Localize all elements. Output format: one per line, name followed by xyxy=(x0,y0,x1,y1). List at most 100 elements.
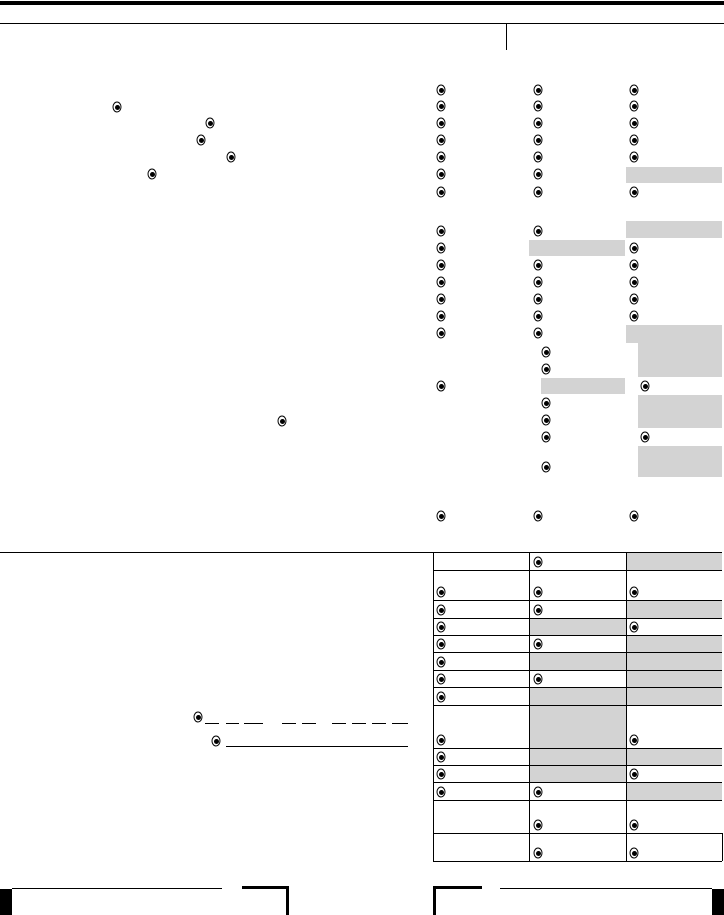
header-divider xyxy=(0,23,724,24)
radio-button[interactable] xyxy=(533,556,543,568)
radio-button[interactable] xyxy=(436,673,446,685)
radio-button[interactable] xyxy=(436,638,446,650)
table-row-line xyxy=(433,670,722,671)
radio-button[interactable] xyxy=(436,310,446,322)
radio-button[interactable] xyxy=(533,327,543,339)
radio-button[interactable] xyxy=(436,586,446,598)
radio-button[interactable] xyxy=(533,134,543,146)
radio-button[interactable] xyxy=(533,819,543,831)
radio-button[interactable] xyxy=(533,100,543,112)
radio-button[interactable] xyxy=(541,363,551,375)
radio-button[interactable] xyxy=(533,117,543,129)
radio-button[interactable] xyxy=(629,621,639,633)
radio-button[interactable] xyxy=(533,276,543,288)
radio-button[interactable] xyxy=(436,786,446,798)
radio-button[interactable] xyxy=(629,84,639,96)
radio-button[interactable] xyxy=(436,604,446,616)
radio-button[interactable] xyxy=(541,431,551,443)
radio-button[interactable] xyxy=(541,461,551,473)
radio-button[interactable] xyxy=(436,380,446,392)
radio-button[interactable] xyxy=(436,168,446,180)
radio-button[interactable] xyxy=(541,414,551,426)
entry-dash xyxy=(226,723,239,724)
header-column-divider xyxy=(506,23,507,50)
radio-button[interactable] xyxy=(436,117,446,129)
radio-button[interactable] xyxy=(629,510,639,522)
radio-button[interactable] xyxy=(533,225,543,237)
radio-button[interactable] xyxy=(629,819,639,831)
corner-mark-right xyxy=(712,889,724,915)
radio-button[interactable] xyxy=(533,293,543,305)
shaded-cell xyxy=(626,167,722,183)
radio-button[interactable] xyxy=(436,621,446,633)
table-row-line xyxy=(433,748,722,749)
radio-button[interactable] xyxy=(436,225,446,237)
radio-button[interactable] xyxy=(436,510,446,522)
radio-button[interactable] xyxy=(629,734,639,746)
shaded-cell xyxy=(529,240,625,256)
radio-button[interactable] xyxy=(629,242,639,254)
radio-button[interactable] xyxy=(533,638,543,650)
radio-button[interactable] xyxy=(196,134,206,146)
radio-button[interactable] xyxy=(629,134,639,146)
shaded-cell xyxy=(626,221,722,238)
radio-button[interactable] xyxy=(541,346,551,358)
radio-button[interactable] xyxy=(436,100,446,112)
radio-button[interactable] xyxy=(436,186,446,198)
radio-button[interactable] xyxy=(533,786,543,798)
radio-button[interactable] xyxy=(533,186,543,198)
radio-button[interactable] xyxy=(211,735,221,747)
radio-button[interactable] xyxy=(629,310,639,322)
radio-button[interactable] xyxy=(436,259,446,271)
radio-button[interactable] xyxy=(629,586,639,598)
radio-button[interactable] xyxy=(533,510,543,522)
radio-button[interactable] xyxy=(629,847,639,859)
radio-button[interactable] xyxy=(640,431,650,443)
radio-button[interactable] xyxy=(533,310,543,322)
entry-dash xyxy=(352,723,366,724)
radio-button[interactable] xyxy=(436,84,446,96)
radio-button[interactable] xyxy=(533,151,543,163)
radio-button[interactable] xyxy=(436,734,446,746)
shaded-cell xyxy=(530,749,626,765)
radio-button[interactable] xyxy=(147,168,157,180)
radio-button[interactable] xyxy=(436,751,446,763)
radio-button[interactable] xyxy=(112,101,122,113)
radio-button[interactable] xyxy=(436,327,446,339)
entry-line xyxy=(226,746,408,747)
radio-button[interactable] xyxy=(436,691,446,703)
radio-button[interactable] xyxy=(277,415,287,427)
radio-button[interactable] xyxy=(629,100,639,112)
radio-button[interactable] xyxy=(629,259,639,271)
radio-button[interactable] xyxy=(226,151,236,163)
table-row-line xyxy=(433,765,722,766)
radio-button[interactable] xyxy=(629,276,639,288)
radio-button[interactable] xyxy=(541,397,551,409)
footer-rule-left xyxy=(12,888,222,889)
radio-button[interactable] xyxy=(436,276,446,288)
radio-button[interactable] xyxy=(533,259,543,271)
radio-button[interactable] xyxy=(629,186,639,198)
radio-button[interactable] xyxy=(533,168,543,180)
radio-button[interactable] xyxy=(436,151,446,163)
radio-button[interactable] xyxy=(193,711,203,723)
entry-dash xyxy=(282,723,296,724)
radio-button[interactable] xyxy=(629,117,639,129)
radio-button[interactable] xyxy=(436,656,446,668)
shaded-cell xyxy=(530,688,626,705)
radio-button[interactable] xyxy=(533,604,543,616)
radio-button[interactable] xyxy=(533,586,543,598)
radio-button[interactable] xyxy=(533,847,543,859)
radio-button[interactable] xyxy=(629,768,639,780)
radio-button[interactable] xyxy=(640,380,650,392)
radio-button[interactable] xyxy=(629,151,639,163)
table-row-line xyxy=(433,782,722,783)
radio-button[interactable] xyxy=(436,242,446,254)
radio-button[interactable] xyxy=(533,673,543,685)
radio-button[interactable] xyxy=(436,768,446,780)
radio-button[interactable] xyxy=(533,84,543,96)
radio-button[interactable] xyxy=(205,117,215,129)
radio-button[interactable] xyxy=(629,293,639,305)
radio-button[interactable] xyxy=(436,134,446,146)
radio-button[interactable] xyxy=(436,293,446,305)
